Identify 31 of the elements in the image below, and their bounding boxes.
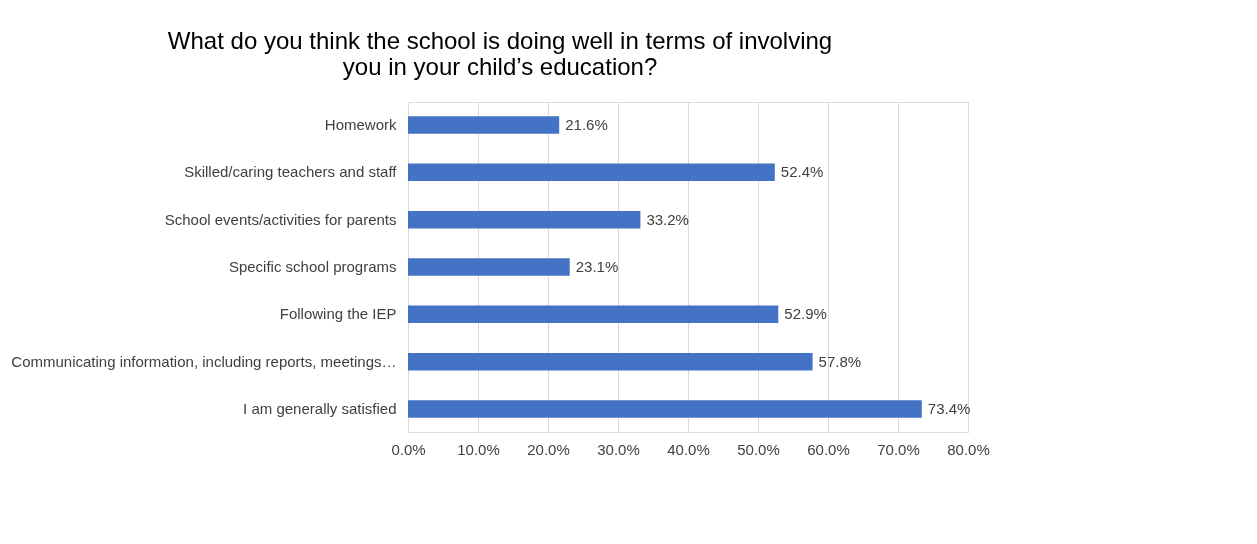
chart-title: What do you think the school is doing well in terms of involving you in your child’s education? <box>167 27 833 80</box>
x-tick-label: 10.0% <box>457 440 500 458</box>
x-tick-label: 60.0% <box>807 440 850 458</box>
data-label: 73.4% <box>927 400 971 418</box>
x-tick-label: 50.0% <box>737 440 780 458</box>
x-tick-label: 70.0% <box>877 440 920 458</box>
data-label: 57.8% <box>818 352 862 370</box>
y-tick-label: Communicating information, including reports, meetings… <box>11 352 397 370</box>
x-tick-label: 20.0% <box>527 440 570 458</box>
data-label: 52.4% <box>780 163 824 181</box>
y-tick-label: Following the IEP <box>279 305 397 323</box>
bar <box>408 305 779 324</box>
x-tick-label: 40.0% <box>667 440 710 458</box>
data-label: 23.1% <box>575 258 619 275</box>
y-tick-label: Specific school programs <box>228 258 397 275</box>
y-tick-label: Homework <box>324 115 397 133</box>
x-tick-label: 80.0% <box>947 440 990 458</box>
y-tick-label: I am generally satisfied <box>243 400 397 418</box>
y-tick-label: School events/activities for parents <box>164 210 397 228</box>
bar <box>408 400 922 418</box>
x-tick-label: 30.0% <box>597 440 640 458</box>
x-tick-label: 0.0% <box>391 440 426 458</box>
data-label: 52.9% <box>784 305 827 323</box>
bar <box>408 258 570 276</box>
bar <box>408 116 560 134</box>
y-tick-label: Skilled/caring teachers and staff <box>184 163 398 181</box>
bar <box>408 352 813 371</box>
data-label: 33.2% <box>646 210 689 228</box>
bar <box>408 163 775 182</box>
data-label: 21.6% <box>565 115 608 133</box>
bar <box>408 210 641 229</box>
